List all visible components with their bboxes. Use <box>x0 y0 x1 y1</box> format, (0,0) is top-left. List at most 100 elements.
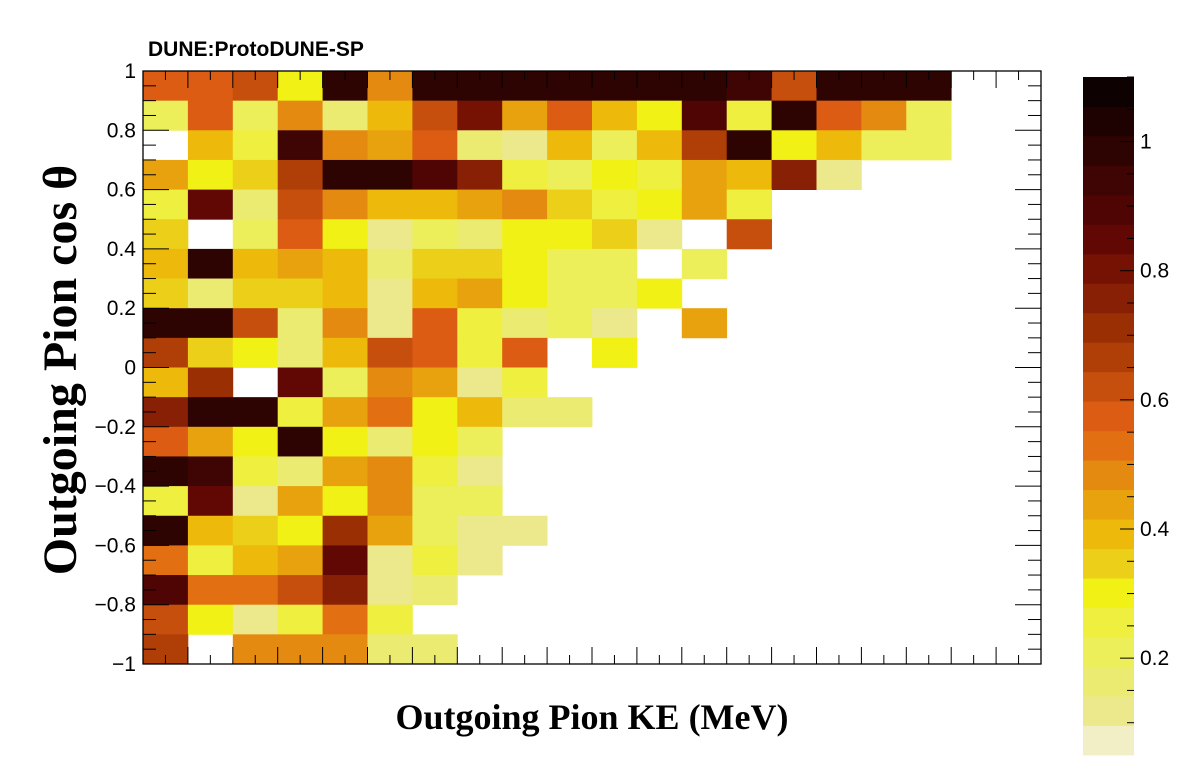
heatmap-cell <box>367 397 413 428</box>
heatmap-cell <box>322 278 368 309</box>
y-axis-label: Outgoing Pion cos θ <box>34 165 87 575</box>
heatmap-cell <box>322 308 368 339</box>
heatmap-cell <box>322 367 368 398</box>
heatmap-cell <box>861 100 907 131</box>
y-axis-ticks: 1 0.8 0.6 0.4 0.2 0 −0.2 −0.4 −0.6 −0.8 −1 <box>95 60 1041 676</box>
heatmap-cell <box>726 130 772 161</box>
heatmap-cell <box>412 486 458 517</box>
heatmap-cell <box>636 130 683 161</box>
heatmap-cell <box>277 159 323 190</box>
heatmap-cell <box>412 159 458 190</box>
heatmap-cell <box>187 426 234 457</box>
palette-swatch <box>1083 135 1134 166</box>
y-tick-label: −1 <box>112 653 136 676</box>
heatmap-cell <box>681 248 728 279</box>
heatmap-cell <box>187 189 234 220</box>
heatmap-cell <box>592 337 638 368</box>
palette-swatch <box>1083 430 1134 461</box>
colorbar-tick-label: 0.2 <box>1140 647 1169 670</box>
heatmap-cell <box>906 130 952 161</box>
heatmap-cell <box>726 219 772 250</box>
heatmap-cell <box>502 337 548 368</box>
y-tick-label: −0.4 <box>95 475 137 498</box>
heatmap-cell <box>187 159 234 190</box>
heatmap-cell <box>547 278 593 309</box>
heatmap-cell <box>367 456 413 487</box>
heatmap-cell <box>681 159 728 190</box>
chart-title: DUNE:ProtoDUNE-SP <box>148 38 364 61</box>
palette-swatch <box>1083 401 1134 432</box>
heatmap-cell <box>547 248 593 279</box>
heatmap-cell <box>681 189 728 220</box>
y-tick-label: 1 <box>124 60 136 83</box>
heatmap-cell <box>547 130 593 161</box>
heatmap-cell <box>502 100 548 131</box>
heatmap-cell <box>457 100 503 131</box>
heatmap-cell <box>502 515 548 546</box>
heatmap-cell <box>771 130 817 161</box>
heatmap-cell <box>232 100 279 131</box>
heatmap-cell <box>681 100 728 131</box>
y-tick-label: −0.6 <box>95 534 136 557</box>
heatmap-cell <box>322 575 368 606</box>
heatmap-cell <box>367 189 413 220</box>
heatmap-cell <box>367 100 413 131</box>
heatmap-cell <box>232 130 279 161</box>
heatmap-cell <box>412 130 458 161</box>
heatmap-cell <box>457 426 503 457</box>
colorbar-tick-label: 1 <box>1140 131 1152 154</box>
heatmap-cell <box>636 100 683 131</box>
y-tick-label: 0.8 <box>107 119 136 142</box>
palette-swatch <box>1083 371 1134 402</box>
heatmap-cell <box>457 367 503 398</box>
y-tick-label: −0.2 <box>95 416 136 439</box>
heatmap-cell <box>277 397 323 428</box>
heatmap-cell <box>277 515 323 546</box>
palette-swatch <box>1083 519 1134 550</box>
heatmap-cell <box>592 130 638 161</box>
heatmap-cell <box>412 456 458 487</box>
heatmap-cell <box>187 100 234 131</box>
heatmap-cells <box>143 71 952 665</box>
heatmap-cell <box>502 397 548 428</box>
heatmap-cell <box>412 100 458 131</box>
palette-swatch <box>1083 106 1134 137</box>
heatmap-cell <box>457 515 503 546</box>
heatmap-cell <box>322 248 368 279</box>
heatmap-cell <box>322 100 368 131</box>
palette-swatch <box>1083 666 1134 697</box>
heatmap-cell <box>277 308 323 339</box>
heatmap-cell <box>457 486 503 517</box>
heatmap-cell <box>187 545 234 576</box>
heatmap-cell <box>367 278 413 309</box>
heatmap-cell <box>502 278 548 309</box>
heatmap-cell <box>277 248 323 279</box>
heatmap-cell <box>592 100 638 131</box>
heatmap-cell <box>412 575 458 606</box>
heatmap-cell <box>457 397 503 428</box>
y-tick-label: 0.6 <box>107 179 136 202</box>
palette-swatch <box>1083 489 1134 520</box>
heatmap-cell <box>502 308 548 339</box>
heatmap-cell <box>367 248 413 279</box>
colorbar-tick-label: 0.6 <box>1140 389 1169 412</box>
heatmap-cell <box>636 189 683 220</box>
heatmap-cell <box>187 308 234 339</box>
heatmap-cell <box>322 515 368 546</box>
heatmap-cell <box>322 337 368 368</box>
heatmap-cell <box>816 159 862 190</box>
heatmap-cell <box>277 604 323 635</box>
heatmap-cell <box>277 575 323 606</box>
heatmap-cell <box>322 219 368 250</box>
heatmap-cell <box>771 100 817 131</box>
heatmap-cell <box>232 397 279 428</box>
heatmap-cell <box>277 189 323 220</box>
y-tick-label: 0.2 <box>107 297 136 320</box>
y-tick-label: 0 <box>124 357 136 380</box>
palette-swatch <box>1083 77 1134 107</box>
palette-swatch <box>1083 342 1134 373</box>
heatmap-cell <box>412 189 458 220</box>
heatmap-cell <box>232 575 279 606</box>
color-palette <box>1083 77 1134 756</box>
heatmap-cell <box>322 426 368 457</box>
